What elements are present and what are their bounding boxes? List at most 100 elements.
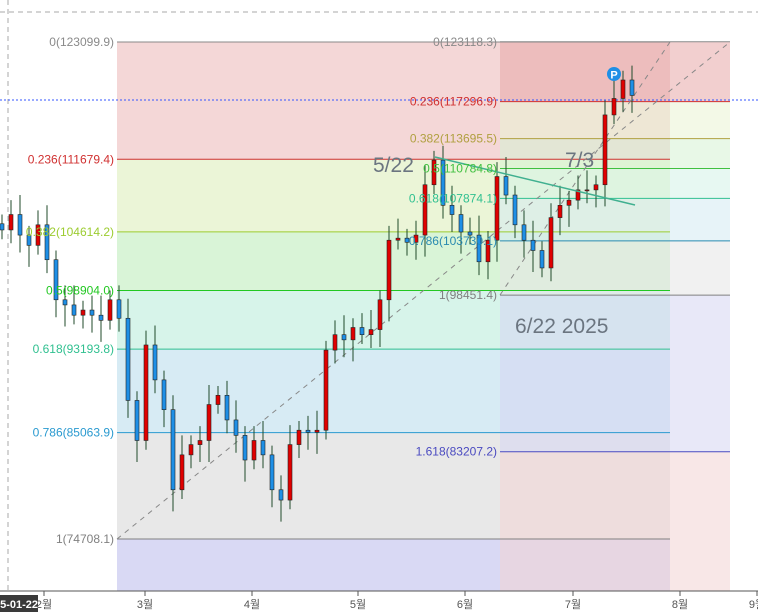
fib-level-label: 0.786(103730.1) [409,234,497,248]
fib-level-label: 0.382(113695.5) [410,132,497,146]
candle [575,189,581,201]
candle [431,159,437,186]
fib-level-label: 1.618(83207.2) [416,445,497,459]
fib-level-label: 0.382(104614.2) [26,225,114,239]
fib-level-label: 0.618(93193.8) [33,342,114,356]
candle [386,239,392,301]
candle [557,204,563,218]
candle [242,435,248,461]
fib-level-label: 0(123099.9) [49,35,114,49]
candle [62,299,68,306]
candle [323,349,329,431]
svg-text:P: P [610,70,617,82]
candle [296,429,302,445]
candle [35,224,41,246]
candle [314,429,320,433]
fib-level-lines [117,41,730,540]
candle [440,159,446,206]
fib-trendline-1[interactable] [116,41,731,540]
x-ticks: 2월 3월 4월 5월 6월 7월 8월 9월 [36,591,758,611]
annotation-7-3: 7/3 [565,149,594,172]
candle [521,224,527,241]
fib-zone-1-2 [500,138,730,169]
candle [224,394,230,421]
candle [251,440,257,461]
candle [0,223,5,231]
candle [80,309,86,316]
candle [332,334,338,351]
candle [539,250,545,269]
fib-trendline-2[interactable] [499,41,671,296]
fib-zone-1-5 [500,240,730,296]
candle [476,234,482,263]
fib-level-label: 0.5(98904.0) [46,284,114,298]
candle [107,299,113,321]
candle [260,440,266,456]
fib-zone-1-3 [500,168,730,199]
candle [494,176,500,241]
fib-level-label: 0.618(107874.1) [409,191,497,205]
p-marker-icon[interactable]: P [607,67,621,82]
candle [422,184,428,236]
candle [17,214,23,236]
candle [620,79,626,99]
candle [584,189,590,192]
candle [233,419,239,436]
candle [44,224,50,261]
candle [26,234,32,246]
x-start-label-box [0,595,38,612]
x-start-label: 25-01-22 [0,599,38,611]
candle [449,204,455,215]
candles [0,65,635,522]
candle [593,184,599,191]
candle [359,327,365,336]
annotation-5-22: 5/22 [373,154,414,177]
fib-level-label: 0.236(117296.9) [410,95,497,109]
x-tick-label: 9월 [749,598,758,611]
x-tick-label: 2월 [36,598,52,611]
candle [404,237,410,243]
candle [611,98,617,116]
candle [89,309,95,316]
candle [170,409,176,491]
candle [341,334,347,341]
candle [53,259,59,301]
candle [602,114,608,186]
candle [98,314,104,321]
candle [305,429,311,433]
trend-line[interactable] [434,156,636,206]
candle [116,299,122,319]
candle [503,176,509,196]
candle [350,327,356,341]
fib-zone-1-6 [500,295,730,452]
candle [215,394,221,405]
candle [179,454,185,491]
candle [377,299,383,330]
candle [152,344,158,381]
x-tick-label: 4월 [244,598,260,611]
candle [485,239,491,263]
candle [368,329,374,336]
fib-zone-1-4 [500,198,730,241]
candle [548,217,554,269]
candle [629,79,635,96]
fib-level-label: 0.5(110784.8) [423,161,497,175]
candle [413,234,419,243]
fib-level-label: 0(123118.3) [433,35,497,49]
fib-level-label: 1(98451.4) [439,288,497,302]
fib-zone-1-7 [500,451,730,591]
fib-zones [117,41,730,591]
fib-level-label: 1(74708.1) [56,532,114,546]
fib-level-label: 0.236(111679.4) [28,152,114,166]
annotation-6-22-2025: 6/22 2025 [515,315,608,338]
candle [143,344,149,441]
candle [269,454,275,491]
candle [71,304,77,316]
candle [287,444,293,501]
candle [458,214,464,233]
candle [161,379,167,410]
candle [8,214,14,231]
candle [395,237,401,241]
x-tick-label: 8월 [672,598,688,611]
